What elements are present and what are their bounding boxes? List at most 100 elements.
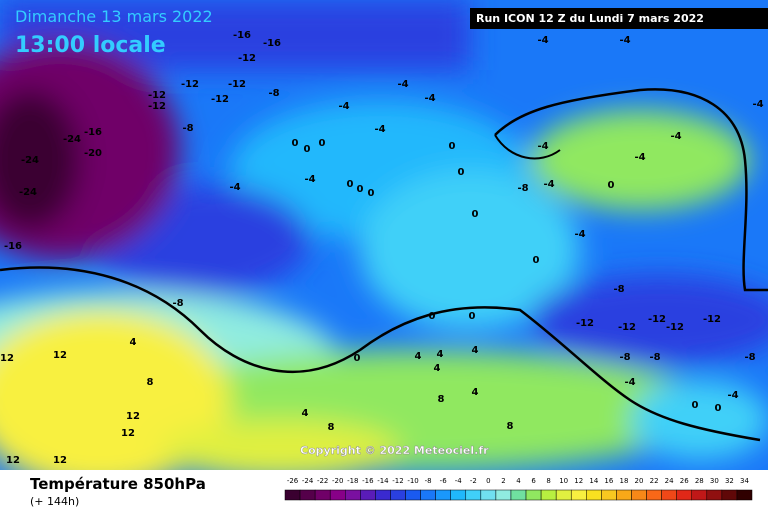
- legend-label: 6: [531, 477, 536, 485]
- isotherm-label: -12: [576, 318, 594, 329]
- legend-swatch: [570, 489, 587, 501]
- legend-swatch: [360, 489, 376, 501]
- isotherm-label: 4: [302, 408, 309, 419]
- legend-label: 28: [695, 477, 704, 485]
- isotherm-label: -12: [181, 79, 199, 90]
- time: 13:00 locale: [15, 33, 166, 58]
- isotherm-label: -4: [727, 390, 738, 401]
- isotherm-label: -16: [4, 241, 22, 252]
- isotherm-label: -8: [517, 183, 528, 194]
- legend-label: -20: [332, 477, 343, 485]
- legend-label: -12: [392, 477, 403, 485]
- legend-label: 20: [635, 477, 644, 485]
- legend-swatch: [284, 489, 301, 501]
- run-box: [470, 8, 768, 29]
- legend-label: 24: [665, 477, 674, 485]
- isotherm-label: -12: [148, 90, 166, 101]
- run: Run ICON 12 Z du Lundi 7 mars 2022: [476, 12, 704, 25]
- isotherm-label: 0: [357, 184, 364, 195]
- legend-label: 32: [725, 477, 734, 485]
- isotherm-label: 0: [304, 144, 311, 155]
- legend-swatch: [375, 489, 391, 501]
- temperature-field: [0, 0, 768, 490]
- isotherm-label: -12: [618, 322, 636, 333]
- isotherm-label: 4: [415, 351, 422, 362]
- isotherm-label: 12: [126, 411, 140, 422]
- legend-label: -16: [362, 477, 374, 485]
- isotherm-label: 12: [53, 455, 67, 466]
- isotherm-label: -12: [648, 314, 666, 325]
- header: Dimanche 13 mars 2022 13:00 locale Run I…: [15, 7, 768, 58]
- isotherm-label: 4: [437, 349, 444, 360]
- isotherm-label: 0: [472, 209, 479, 220]
- isotherm-label: 0: [368, 188, 375, 199]
- isotherm-label: -8: [268, 88, 279, 99]
- isotherm-label: 8: [507, 421, 514, 432]
- legend-label: 26: [680, 477, 689, 485]
- isotherm-label: 0: [458, 167, 465, 178]
- legend-label: -10: [407, 477, 418, 485]
- legend-label: -2: [470, 477, 477, 485]
- legend-label: 10: [559, 477, 568, 485]
- legend-swatch: [691, 489, 708, 501]
- isotherm-label: -12: [666, 322, 684, 333]
- isotherm-label: -16: [84, 127, 102, 138]
- legend-label: 4: [516, 477, 521, 485]
- isotherm-label: -24: [21, 155, 39, 166]
- isotherm-label: 4: [434, 363, 441, 374]
- legend-swatch: [616, 489, 632, 501]
- legend-swatch: [495, 489, 512, 501]
- isotherm-label: -8: [172, 298, 183, 309]
- legend-swatch: [450, 489, 467, 501]
- isotherm-label: -4: [537, 35, 548, 46]
- isotherm-label: 12: [6, 455, 20, 466]
- isotherm-label: 0: [429, 311, 436, 322]
- isotherm-label: 4: [472, 345, 479, 356]
- legend-swatch: [510, 489, 527, 501]
- legend-label: 34: [740, 477, 749, 485]
- legend-swatch: [299, 489, 316, 501]
- isotherm-label: -16: [233, 30, 251, 41]
- legend-label: -6: [440, 477, 448, 485]
- isotherm-label: 0: [469, 311, 476, 322]
- isotherm-label: -8: [619, 352, 630, 363]
- legend-swatch: [329, 489, 346, 501]
- legend-swatch: [721, 489, 738, 501]
- isotherm-label: -4: [574, 229, 585, 240]
- legend-swatch: [480, 489, 497, 501]
- isotherm-label: -12: [211, 94, 229, 105]
- isotherm-label: 0: [692, 400, 699, 411]
- legend-label: -24: [302, 477, 314, 485]
- legend-swatch: [555, 489, 572, 501]
- legend-swatch: [405, 489, 421, 501]
- legend-label: 30: [710, 477, 719, 485]
- legend-label: -8: [425, 477, 432, 485]
- legend: -26 -24 -22 -20 -18 -16 -14 -12 -10 -8 -6 -4 -2 0 2 4 6 8…: [284, 477, 753, 501]
- isotherm-label: -4: [752, 99, 763, 110]
- isotherm-label: 0: [347, 179, 354, 190]
- isotherm-label: -4: [670, 131, 681, 142]
- isotherm-label: -12: [703, 314, 721, 325]
- isotherm-label: 4: [130, 337, 137, 348]
- copyright: Copyright © 2022 Meteociel.fr: [300, 444, 489, 457]
- isotherm-label: -4: [424, 93, 435, 104]
- footer-title: Température 850hPa: [30, 475, 206, 493]
- isotherm-label: 0: [715, 403, 722, 414]
- isotherm-label: -4: [537, 141, 548, 152]
- isotherm-label: -4: [543, 179, 554, 190]
- isotherm-label: 0: [608, 180, 615, 191]
- legend-label: 22: [650, 477, 659, 485]
- legend-swatch: [314, 489, 331, 501]
- isotherm-label: -16: [263, 38, 281, 49]
- isotherm-label: 12: [53, 350, 67, 361]
- legend-swatch: [465, 489, 482, 501]
- legend-label: -26: [287, 477, 299, 485]
- isotherm-label: -12: [228, 79, 246, 90]
- isotherm-label: 0: [292, 138, 299, 149]
- legend-label: 16: [604, 477, 613, 485]
- legend-swatch: [646, 489, 662, 501]
- isotherm-label: -12: [238, 53, 256, 64]
- legend-swatch: [676, 489, 692, 501]
- isotherm-label: -4: [619, 35, 630, 46]
